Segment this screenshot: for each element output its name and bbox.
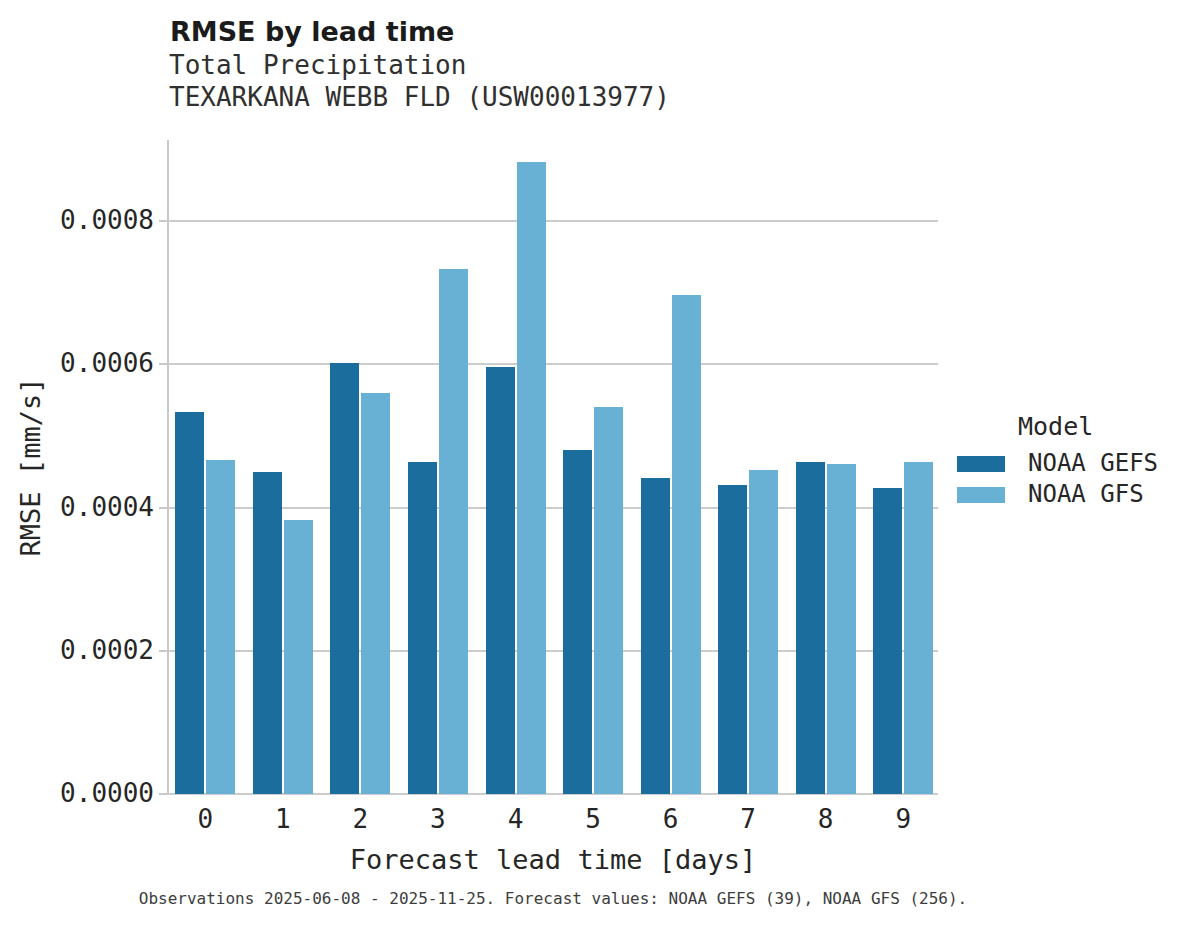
y-tick-label: 0.0000 <box>60 778 154 808</box>
legend-item-label: NOAA GEFS <box>1028 449 1158 477</box>
bar-noaa-gefs-lead-6 <box>641 478 670 794</box>
bar-noaa-gfs-lead-3 <box>439 269 468 794</box>
x-tick-label: 4 <box>508 804 524 834</box>
bar-noaa-gefs-lead-4 <box>486 367 515 794</box>
y-axis-tick <box>159 507 168 509</box>
bar-noaa-gefs-lead-1 <box>253 472 282 794</box>
bar-noaa-gefs-lead-2 <box>330 363 359 794</box>
legend-swatch-noaa-gfs <box>957 487 1005 503</box>
bar-noaa-gefs-lead-8 <box>796 462 825 794</box>
bar-noaa-gfs-lead-8 <box>827 464 856 794</box>
x-tick-label: 3 <box>430 804 446 834</box>
bar-noaa-gefs-lead-3 <box>408 462 437 794</box>
x-tick-label: 5 <box>585 804 601 834</box>
y-axis-tick <box>159 363 168 365</box>
gridline <box>168 220 938 222</box>
bar-noaa-gfs-lead-5 <box>594 407 623 794</box>
x-tick-label: 0 <box>197 804 213 834</box>
y-axis-tick <box>159 793 168 795</box>
y-tick-label: 0.0002 <box>60 635 154 665</box>
bar-noaa-gfs-lead-0 <box>206 460 235 794</box>
chart-title: RMSE by lead time <box>170 16 454 47</box>
bar-noaa-gfs-lead-9 <box>904 462 933 794</box>
chart-station: TEXARKANA WEBB FLD (USW00013977) <box>169 82 670 112</box>
plot-area: 0.00000.00020.00040.00060.00080123456789 <box>168 140 938 794</box>
bar-noaa-gfs-lead-2 <box>361 393 390 794</box>
bar-noaa-gfs-lead-7 <box>749 470 778 794</box>
chart-page: RMSE by lead time Total Precipitation TE… <box>0 0 1178 928</box>
y-tick-label: 0.0004 <box>60 492 154 522</box>
bar-noaa-gefs-lead-5 <box>563 450 592 794</box>
y-axis-line <box>167 140 169 794</box>
y-tick-label: 0.0008 <box>60 206 154 236</box>
y-axis-tick <box>159 220 168 222</box>
y-tick-label: 0.0006 <box>60 349 154 379</box>
x-tick-label: 9 <box>895 804 911 834</box>
legend-item-label: NOAA GFS <box>1028 480 1144 508</box>
bar-noaa-gfs-lead-6 <box>672 295 701 794</box>
x-tick-label: 8 <box>818 804 834 834</box>
x-tick-label: 7 <box>740 804 756 834</box>
legend-swatch-noaa-gefs <box>957 456 1005 472</box>
x-tick-label: 1 <box>275 804 291 834</box>
bar-noaa-gefs-lead-7 <box>718 485 747 794</box>
x-tick-label: 6 <box>663 804 679 834</box>
bar-noaa-gefs-lead-9 <box>873 488 902 794</box>
chart-subtitle: Total Precipitation <box>169 50 466 80</box>
bar-noaa-gfs-lead-4 <box>517 162 546 794</box>
x-axis-label: Forecast lead time [days] <box>350 844 756 875</box>
bar-noaa-gefs-lead-0 <box>175 412 204 794</box>
gridline <box>168 363 938 365</box>
bar-noaa-gfs-lead-1 <box>284 520 313 794</box>
footnote: Observations 2025-06-08 - 2025-11-25. Fo… <box>139 889 967 908</box>
y-axis-tick <box>159 650 168 652</box>
legend-title: Model <box>1018 412 1093 441</box>
x-tick-label: 2 <box>353 804 369 834</box>
y-axis-label: RMSE [mm/s] <box>15 378 46 557</box>
